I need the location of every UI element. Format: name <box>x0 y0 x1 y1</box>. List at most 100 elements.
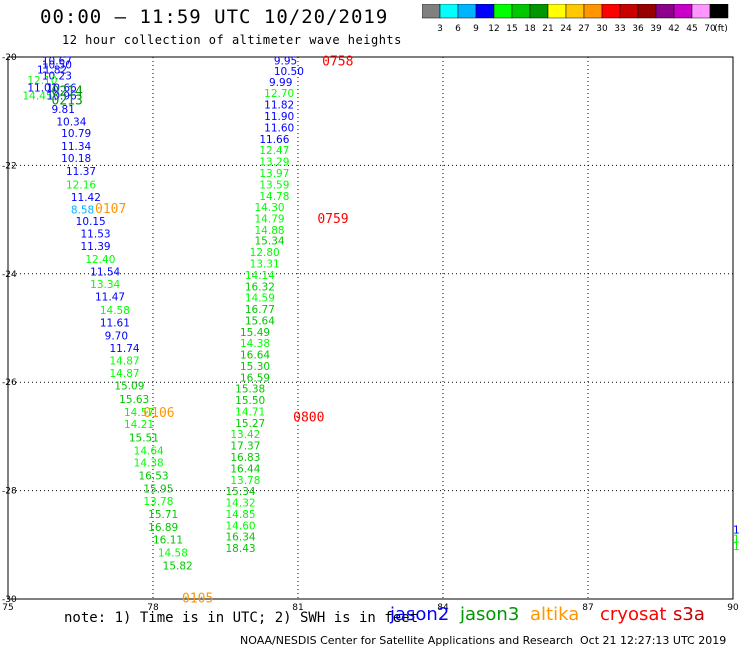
wave-height-label: 14.30 <box>255 202 285 214</box>
wave-height-label: 16.59 <box>240 372 270 384</box>
pass-time-label: 0213 <box>52 93 83 108</box>
legend-jason3: jason3 <box>460 604 520 625</box>
scale-swatch <box>709 4 729 19</box>
wave-height-label: 15.27 <box>235 418 265 430</box>
wave-height-label: 14.14 <box>245 270 275 282</box>
pass-time-label: 0758 <box>322 54 353 69</box>
wave-height-label: 14.58 <box>158 547 188 559</box>
wave-height-plot: 75 78 81 84 87 90-20-22-24-26-28-3010.6710.50… <box>2 53 740 610</box>
wave-height-label: 13.31 <box>250 259 280 271</box>
scale-label: 36 <box>632 24 644 34</box>
wave-height-label: 13.59 <box>259 179 289 191</box>
scale-label: 39 <box>650 24 662 34</box>
wave-height-label: 10.50 <box>42 60 72 72</box>
wave-height-label: 16.44 <box>230 463 260 475</box>
wave-height-label: 9.95 <box>274 55 297 67</box>
wave-height-label: 15.38 <box>235 384 265 396</box>
legend-cryosat: cryosat <box>600 604 667 625</box>
wave-height-label: 10.67 <box>42 55 72 67</box>
wave-height-label: 14.87 <box>110 356 140 368</box>
wave-height-label: 10.96 <box>47 90 77 102</box>
scale-label: 15 <box>506 24 517 34</box>
wave-height-label: 11.47 <box>95 292 125 304</box>
pass-time-label: 0107 <box>95 202 126 217</box>
generated-timestamp: Oct 21 12:27:13 UTC 2019 <box>580 634 727 647</box>
footer-note: note: 1) Time is in UTC; 2) SWH is in fe… <box>64 610 419 626</box>
wave-height-label: 18.43 <box>226 543 256 555</box>
wave-height-label: 12.10 <box>27 75 57 87</box>
scale-label: 3 <box>437 24 443 34</box>
wave-height-label: 14.32 <box>226 498 256 510</box>
x-tick-label: 81 <box>292 603 303 610</box>
wave-height-label: 17.37 <box>230 441 260 453</box>
wave-height-label: 15.34 <box>255 236 285 248</box>
wave-height-label: 11.82 <box>37 64 67 76</box>
wave-height-label: 14.57 <box>124 407 154 419</box>
wave-height-label: 16.83 <box>230 452 260 464</box>
wave-height-label: 9.99 <box>269 77 292 89</box>
x-tick-label: 78 <box>147 603 159 610</box>
wave-height-label: 16.34 <box>226 532 256 544</box>
scale-label: 45 <box>686 24 697 34</box>
wave-height-label: 11.39 <box>81 241 111 253</box>
wave-height-label: 13.42 <box>230 429 260 441</box>
wave-height-label: 15.82 <box>163 560 193 572</box>
wave-height-label: 15.09 <box>114 380 144 392</box>
x-tick-label: 75 <box>2 603 13 610</box>
wave-height-label: 15.63 <box>119 394 149 406</box>
wave-height-label: 13.78 <box>143 496 173 508</box>
chart-title: 00:00 – 11:59 UTC 10/20/2019 <box>40 6 389 28</box>
wave-height-label: 14.38 <box>240 338 270 350</box>
wave-height-label: 12.70 <box>264 88 294 100</box>
wave-height-label: 14.85 <box>226 509 256 521</box>
wave-height-label: 16.77 <box>245 304 275 316</box>
pass-time-label: 0106 <box>143 406 174 421</box>
wave-height-label: 8.58 <box>71 204 94 216</box>
y-tick-label: -20 <box>2 53 17 63</box>
credit-line: NOAA/NESDIS Center for Satellite Applica… <box>240 634 574 647</box>
legend-s3a: s3a <box>673 604 705 625</box>
wave-height-label: 12.40 <box>85 254 115 266</box>
wave-height-label: 15.71 <box>148 509 178 521</box>
wave-height-label: 14.87 <box>110 368 140 380</box>
wave-height-label: 1 <box>733 541 740 553</box>
scale-label: (ft) <box>714 24 728 34</box>
scale-label: 27 <box>578 24 589 34</box>
wave-height-label: 14.21 <box>124 419 154 431</box>
x-tick-label: 84 <box>437 603 449 610</box>
wave-height-label: 11.90 <box>264 111 294 123</box>
wave-height-label: 11.53 <box>81 229 111 241</box>
wave-height-label: 14.78 <box>259 191 289 203</box>
scale-label: 6 <box>455 24 461 34</box>
wave-height-label: 14.45 <box>23 90 53 102</box>
wave-height-label: 12.47 <box>259 145 289 157</box>
scale-label: 21 <box>542 24 553 34</box>
wave-height-label: 11.61 <box>100 318 130 330</box>
wave-height-label: 13.78 <box>230 475 260 487</box>
wave-height-label: 10.23 <box>42 70 72 82</box>
wave-height-label: 16.89 <box>148 522 178 534</box>
wave-height-label: 12.80 <box>250 247 280 259</box>
wave-height-label: 12.16 <box>66 179 96 191</box>
wave-height-label: 10.50 <box>274 66 304 78</box>
scale-label: 70 <box>704 24 716 34</box>
scale-label: 24 <box>560 24 572 34</box>
scale-label: 33 <box>614 24 625 34</box>
wave-height-label: 16.32 <box>245 281 275 293</box>
wave-height-label: 14.60 <box>226 520 256 532</box>
wave-height-label: 14.59 <box>245 293 275 305</box>
wave-height-label: 11.82 <box>264 100 294 112</box>
wave-height-label: 11.34 <box>61 141 91 153</box>
wave-height-color-scale: 3 6 9 12 15 18 21 24 27 30 33 36 39 42 45 70(ft) <box>422 4 729 34</box>
wave-height-label: 9.81 <box>52 104 75 116</box>
wave-height-label: 13.34 <box>90 279 120 291</box>
wave-height-label: 10.66 <box>47 82 77 94</box>
wave-height-label: 14.88 <box>255 225 285 237</box>
wave-height-label: 11.66 <box>259 134 289 146</box>
scale-label: 12 <box>488 24 499 34</box>
scale-label: 18 <box>524 24 536 34</box>
wave-height-label: 15.50 <box>235 395 265 407</box>
wave-height-label: 10.15 <box>76 216 106 228</box>
wave-height-label: 11.42 <box>71 192 101 204</box>
wave-height-label: 10.79 <box>61 128 91 140</box>
